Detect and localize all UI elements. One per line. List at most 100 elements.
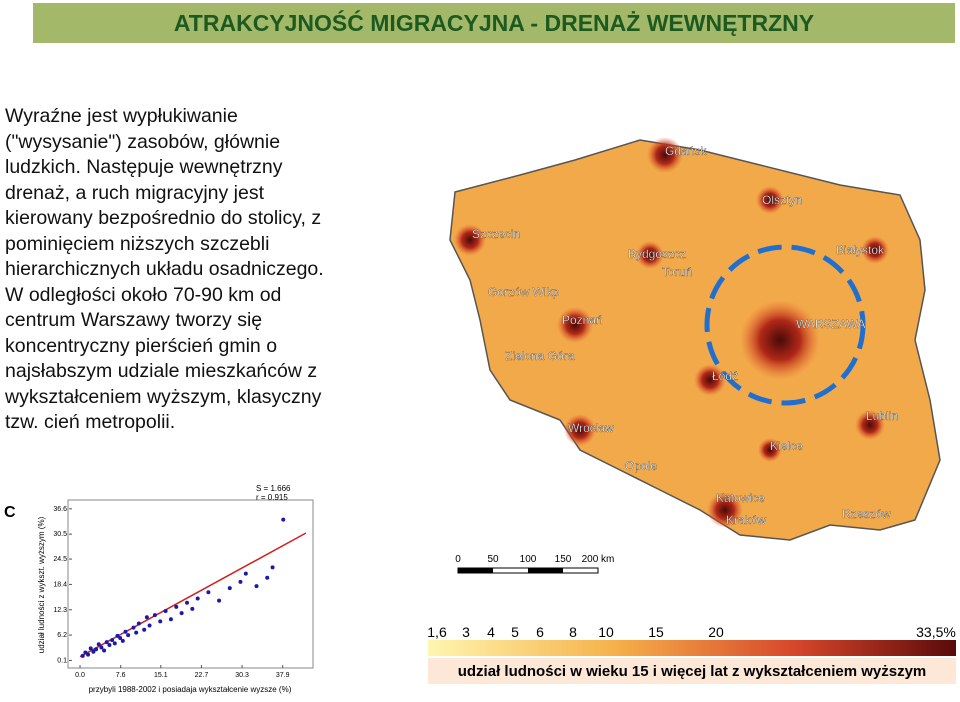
legend-tick: 1,6	[427, 624, 447, 640]
point	[270, 565, 275, 570]
text-line: ("wysysanie") zasobów, głównie	[5, 130, 281, 153]
city-label: Rzeszów	[842, 507, 891, 521]
point	[88, 646, 93, 651]
scale-label: 0	[455, 554, 461, 565]
point	[281, 517, 286, 522]
point	[206, 590, 211, 595]
city-label: Łódź	[712, 369, 738, 383]
city-label: WARSZAWA	[796, 317, 865, 331]
text-line: ludzkich. Następuje wewnętrzny	[5, 156, 283, 178]
point	[168, 617, 173, 622]
point	[94, 647, 99, 652]
scale-label: 200 km	[582, 554, 615, 565]
text-line: najsłabszym udziale mieszkańców z	[5, 360, 318, 382]
city-label: Kielce	[770, 439, 803, 453]
point	[91, 649, 96, 654]
point	[254, 584, 259, 589]
poland-map	[449, 139, 941, 541]
city-label: Katowice	[716, 491, 765, 505]
point	[243, 571, 248, 576]
point	[227, 586, 232, 591]
point	[147, 623, 152, 628]
legend-tick: 3	[462, 624, 470, 640]
y-tick-label: 0.1	[57, 657, 67, 664]
point	[126, 633, 131, 638]
inset-frame	[67, 499, 314, 669]
legend-tick: 10	[598, 624, 614, 640]
x-tick-label: 30.3	[235, 672, 249, 679]
y-tick-label: 24.5	[53, 556, 67, 563]
body-text: Wyraźne jest wypłukiwanie ("wysysanie") z…	[5, 104, 324, 436]
x-tick-label: 22.7	[195, 672, 209, 679]
text-line: Wyraźne jest wypłukiwanie	[5, 105, 238, 127]
point	[86, 652, 91, 657]
point	[217, 598, 222, 603]
legend-tick: 5	[511, 624, 519, 640]
text-line: drenaż, a ruch migracyjny jest	[5, 181, 265, 204]
point	[123, 629, 128, 634]
point	[112, 641, 117, 646]
text-line: tzw. cień metropolii.	[5, 411, 176, 433]
city-label: Szczecin	[472, 227, 520, 241]
point	[163, 609, 168, 613]
point	[174, 604, 179, 609]
y-tick-label: 18.4	[53, 581, 67, 588]
stat-label: r = 0.915	[256, 493, 288, 502]
y-tick-label: 36.6	[53, 506, 67, 513]
point	[104, 640, 109, 645]
legend-tick: 4	[487, 624, 495, 640]
point	[152, 613, 157, 618]
x-tick-label: 37.9	[276, 672, 290, 679]
point	[144, 615, 149, 620]
point	[118, 636, 123, 640]
stat-label: S = 1.666	[256, 484, 291, 493]
legend-caption: udział ludności w wieku 15 i więcej lat …	[458, 663, 927, 680]
y-tick-label: 6.2	[57, 632, 67, 639]
y-tick-label: 30.5	[53, 531, 67, 538]
point	[134, 630, 139, 635]
text-line: W odległości około 70-90 km od	[5, 283, 282, 306]
scale-label: 50	[487, 554, 499, 565]
point	[120, 638, 125, 643]
point	[99, 645, 104, 650]
city-label: Lublin	[866, 409, 898, 423]
point	[80, 653, 85, 658]
metropolis-ring	[704, 244, 866, 406]
point	[142, 627, 147, 632]
legend-caption-box	[428, 658, 956, 684]
x-tick-label: 15.1	[154, 672, 168, 679]
scale-label: 100	[520, 554, 537, 565]
panel-label: C	[4, 504, 16, 521]
x-axis-label: przybyli 1988-2002 i posiadaja wykształc…	[89, 685, 292, 694]
point	[158, 619, 163, 624]
city-label: Toruń	[662, 265, 692, 279]
point	[238, 579, 243, 584]
scale-label: 150	[555, 554, 572, 565]
city-label: Białystok	[836, 243, 885, 257]
x-tick-label: 0.0	[75, 672, 85, 679]
text-line: centrum Warszawy tworzy się	[5, 309, 263, 331]
city-label: Bydgoszcz	[628, 247, 686, 261]
city-label: Zielona Góra	[505, 349, 575, 363]
legend-tick: 6	[536, 624, 544, 640]
point	[184, 600, 189, 605]
city-label: Gorzów Wlkp	[488, 285, 560, 299]
point	[107, 643, 112, 648]
legend-tick: 8	[569, 624, 577, 640]
y-tick-label: 12.3	[53, 607, 67, 614]
city-label: Opole	[625, 459, 657, 473]
y-axis-label: udział ludności z wykszt. wyższym (%)	[37, 516, 46, 653]
city-label: Wrocław	[568, 421, 614, 435]
point	[96, 642, 101, 647]
map-hotspots	[454, 137, 889, 528]
x-tick-label: 7.6	[116, 672, 126, 679]
city-label: Poznań	[562, 313, 603, 327]
city-label: Gdańsk	[665, 144, 707, 158]
text-line: koncentryczny pierścień gmin o	[5, 334, 278, 357]
point	[190, 606, 195, 611]
legend-bar	[428, 640, 956, 656]
slide-title: ATRAKCYJNOŚĆ MIGRACYJNA - DRENAŻ WEWNĘTR…	[33, 3, 955, 43]
city-label: Kraków	[726, 513, 766, 527]
